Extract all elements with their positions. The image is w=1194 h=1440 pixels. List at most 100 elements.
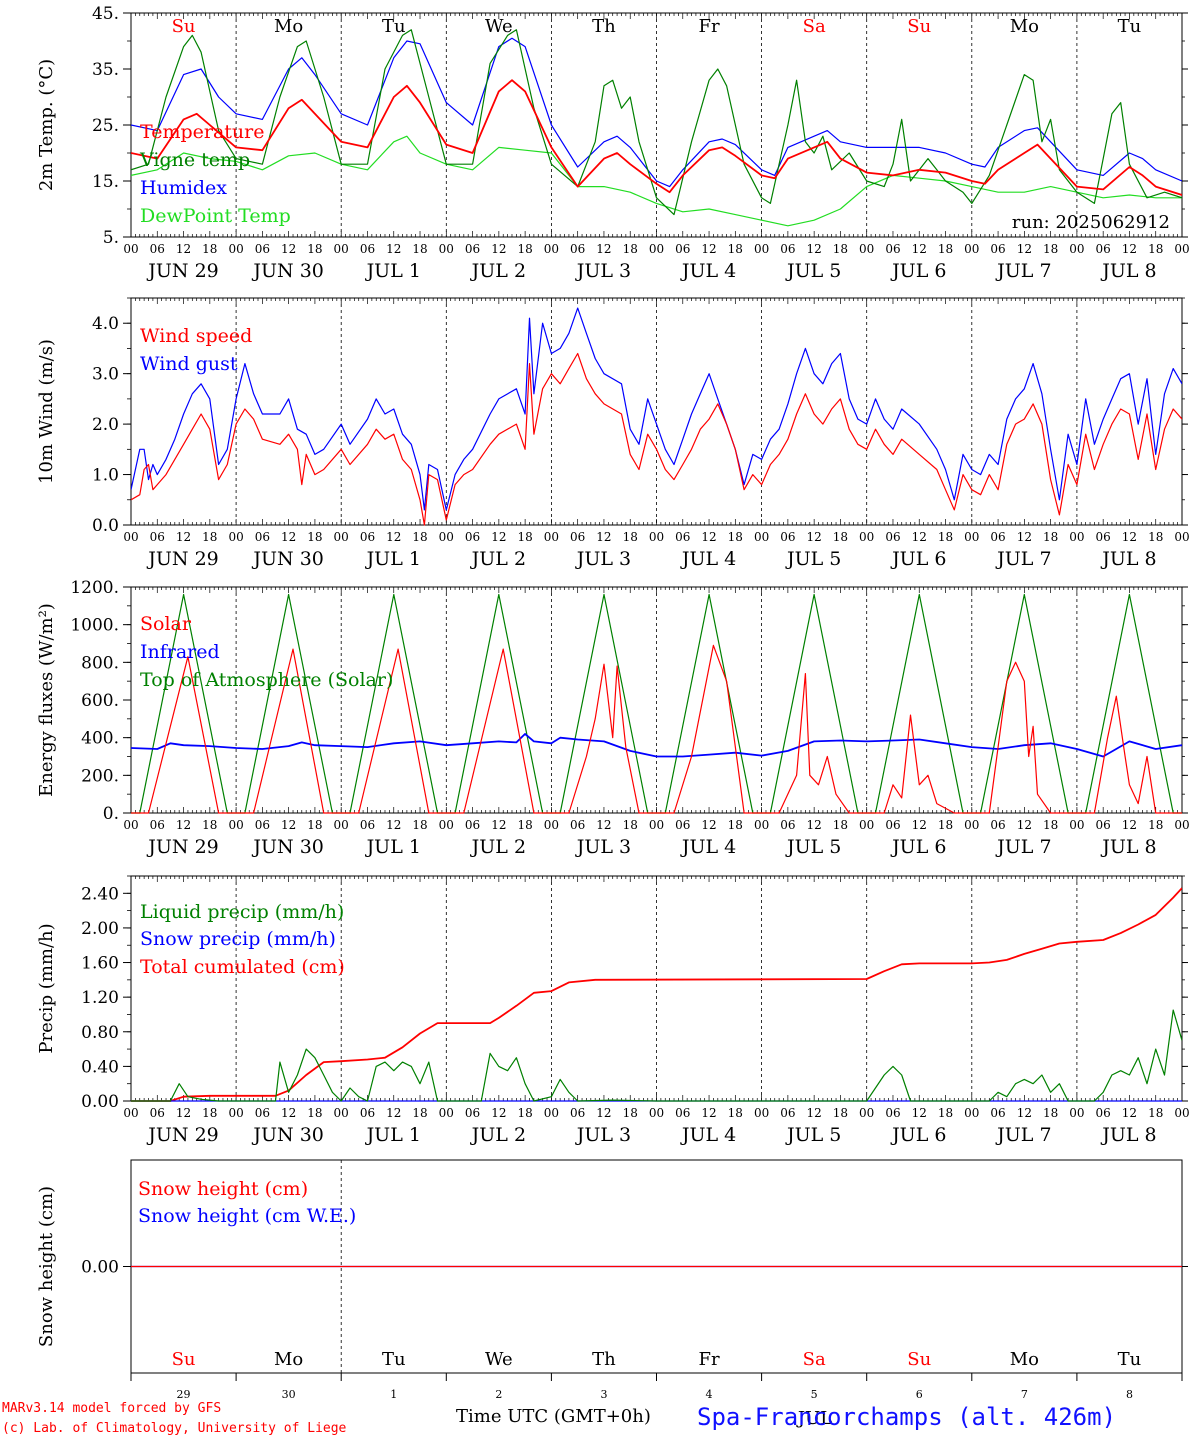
hour-tick-label: 18 [1148,818,1163,832]
y-tick-label: 400. [81,729,119,749]
hour-tick-label: 00 [544,242,559,256]
hour-tick-label: 06 [150,1106,165,1120]
y-tick-label: 200. [81,766,119,786]
weekday-label: Su [907,16,931,37]
y-tick-label: 1000. [70,616,119,636]
hour-tick-label: 00 [649,530,664,544]
y-tick-label: 3.0 [92,365,119,385]
date-label: JUL 6 [890,260,946,282]
date-label: JUL 5 [785,1124,841,1146]
date-label: JUL 3 [575,260,631,282]
weekday-label: Mo [274,16,303,37]
hour-tick-label: 06 [570,530,585,544]
series-line-wind-gust [131,307,1182,511]
weekday-label: Tu [1118,1349,1142,1370]
y-axis-title: 10m Wind (m/s) [36,339,57,484]
hour-tick-label: 06 [465,530,480,544]
hour-tick-label: 00 [439,1106,454,1120]
hour-tick-label: 18 [412,242,427,256]
y-tick-label: 0.00 [81,1258,119,1278]
hour-tick-label: 12 [386,530,401,544]
y-tick-label: 0.00 [81,1092,119,1112]
date-label: JUL 1 [365,1124,421,1146]
y-axis-title: 2m Temp. (°C) [36,59,57,191]
weekday-label: Fr [699,16,720,37]
hour-tick-label: 12 [912,818,927,832]
station-name: Spa-Francorchamps (alt. 426m) [697,1403,1117,1431]
legend-entry: Top of Atmosphere (Solar) [140,669,393,691]
x-axis-label: Time UTC (GMT+0h) [456,1406,651,1427]
day-number-label: 1 [390,1388,397,1401]
hour-tick-label: 06 [255,818,270,832]
hour-tick-label: 00 [439,818,454,832]
weekday-label: Sa [803,1349,826,1370]
legend-entry: Solar [140,613,192,635]
hour-tick-label: 18 [1043,530,1058,544]
hour-tick-label: 00 [964,530,979,544]
hour-tick-label: 12 [596,818,611,832]
date-label: JUL 1 [365,260,421,282]
series-line-wind-speed [131,352,1182,526]
series-line-solar [131,644,1182,814]
hour-tick-label: 00 [1069,818,1084,832]
date-label: JUL 5 [785,548,841,570]
weekday-label: Tu [382,16,406,37]
date-label: JUN 29 [146,260,218,282]
hour-tick-label: 12 [281,530,296,544]
date-label: JUL 4 [680,1124,736,1146]
y-tick-label: 0.80 [81,1023,119,1043]
legend-entry: Wind speed [140,325,252,347]
hour-tick-label: 06 [780,530,795,544]
hour-tick-label: 18 [307,1106,322,1120]
hour-tick-label: 12 [176,530,191,544]
hour-tick-label: 12 [807,1106,822,1120]
hour-tick-label: 12 [596,530,611,544]
hour-tick-label: 00 [649,1106,664,1120]
hour-tick-label: 06 [990,530,1005,544]
hour-tick-label: 00 [1174,530,1189,544]
legend-entry: Infrared [140,641,220,663]
y-tick-label: 800. [81,653,119,673]
hour-tick-label: 18 [938,1106,953,1120]
hour-tick-label: 18 [517,242,532,256]
date-label: JUN 29 [146,548,218,570]
hour-tick-label: 12 [386,242,401,256]
date-label: JUL 4 [680,548,736,570]
hour-tick-label: 06 [570,242,585,256]
weekday-label: Tu [382,1349,406,1370]
hour-tick-label: 00 [859,242,874,256]
hour-tick-label: 00 [1069,530,1084,544]
date-label: JUL 6 [890,1124,946,1146]
hour-tick-label: 06 [255,242,270,256]
hour-tick-label: 18 [833,242,848,256]
hour-tick-label: 00 [123,530,138,544]
hour-tick-label: 12 [281,818,296,832]
series-line-liquid-precip-mm-h [131,1009,1182,1102]
day-number-label: 7 [1021,1388,1028,1401]
series-line-total-cumulated-cm [131,887,1182,1102]
hour-tick-label: 12 [1017,242,1032,256]
hour-tick-label: 06 [885,818,900,832]
weekday-label: We [485,16,513,37]
date-label: JUL 4 [680,836,736,858]
hour-tick-label: 18 [938,530,953,544]
date-label: JUL 1 [365,836,421,858]
hour-tick-label: 00 [649,818,664,832]
hour-tick-label: 06 [1096,242,1111,256]
weekday-label: Su [907,1349,931,1370]
y-axis-title: Snow height (cm) [36,1186,57,1347]
hour-tick-label: 12 [491,530,506,544]
model-credit-line1: MARv3.14 model forced by GFS [2,1401,222,1416]
date-label: JUL 3 [575,836,631,858]
hour-tick-label: 00 [439,530,454,544]
date-label: JUN 30 [251,1124,323,1146]
hour-tick-label: 00 [228,530,243,544]
y-tick-label: 0.0 [92,516,119,536]
hour-tick-label: 18 [728,1106,743,1120]
hour-tick-label: 06 [990,1106,1005,1120]
hour-tick-label: 18 [833,818,848,832]
hour-tick-label: 06 [885,1106,900,1120]
day-number-label: 8 [1126,1388,1133,1401]
hour-tick-label: 00 [228,818,243,832]
hour-tick-label: 06 [1096,818,1111,832]
